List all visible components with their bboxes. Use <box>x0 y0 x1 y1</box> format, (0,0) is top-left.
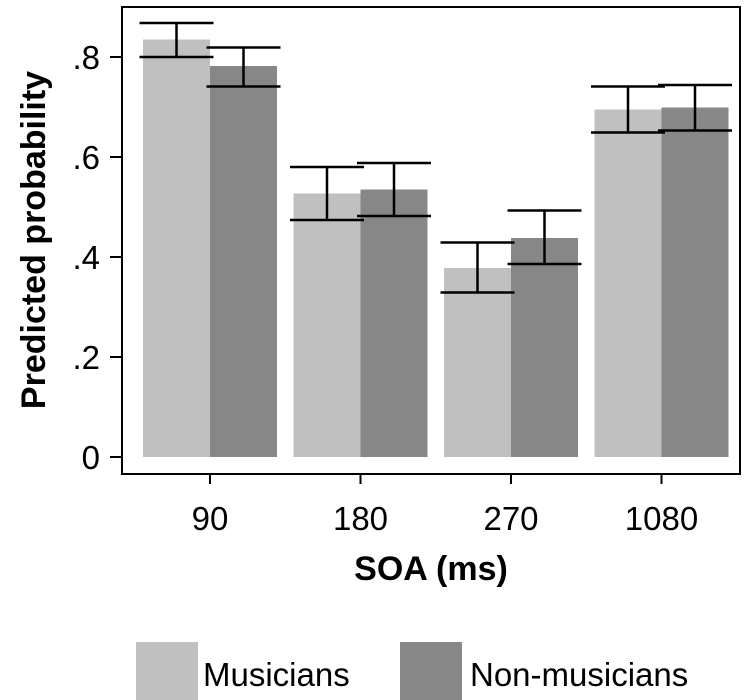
legend-swatch-musicians <box>136 642 198 700</box>
bar-non-musicians-180 <box>360 189 428 457</box>
x-axis-title: SOA (ms) <box>354 550 508 588</box>
legend: Musicians Non-musicians <box>136 642 688 700</box>
bar-non-musicians-270 <box>511 238 578 457</box>
x-tick-label-90: 90 <box>192 500 229 537</box>
x-tick-label-1080: 1080 <box>625 500 698 537</box>
y-tick-label-.6: .6 <box>72 139 100 176</box>
y-axis-title: Predicted probability <box>15 71 53 409</box>
bar-non-musicians-1080 <box>661 107 729 457</box>
legend-label-musicians: Musicians <box>203 656 350 693</box>
x-tick-label-270: 270 <box>483 500 538 537</box>
bars-group <box>143 39 729 457</box>
bar-musicians-90 <box>143 39 210 457</box>
error-bars-group <box>139 21 732 294</box>
bar-musicians-1080 <box>594 109 662 457</box>
y-tick-label-.4: .4 <box>72 239 100 276</box>
bar-musicians-180 <box>293 193 361 457</box>
y-tick-label-.2: .2 <box>72 339 100 376</box>
x-tick-label-180: 180 <box>333 500 388 537</box>
x-axis: 90 180 270 1080 <box>192 474 698 537</box>
y-axis: 0 .2 .4 .6 .8 <box>72 39 122 476</box>
y-tick-label-0: 0 <box>82 439 100 476</box>
legend-label-non-musicians: Non-musicians <box>470 656 688 693</box>
legend-swatch-non-musicians <box>400 642 462 700</box>
y-tick-label-.8: .8 <box>72 39 100 76</box>
bar-musicians-270 <box>444 268 511 457</box>
plot-frame <box>121 6 741 475</box>
bar-non-musicians-90 <box>210 66 277 457</box>
